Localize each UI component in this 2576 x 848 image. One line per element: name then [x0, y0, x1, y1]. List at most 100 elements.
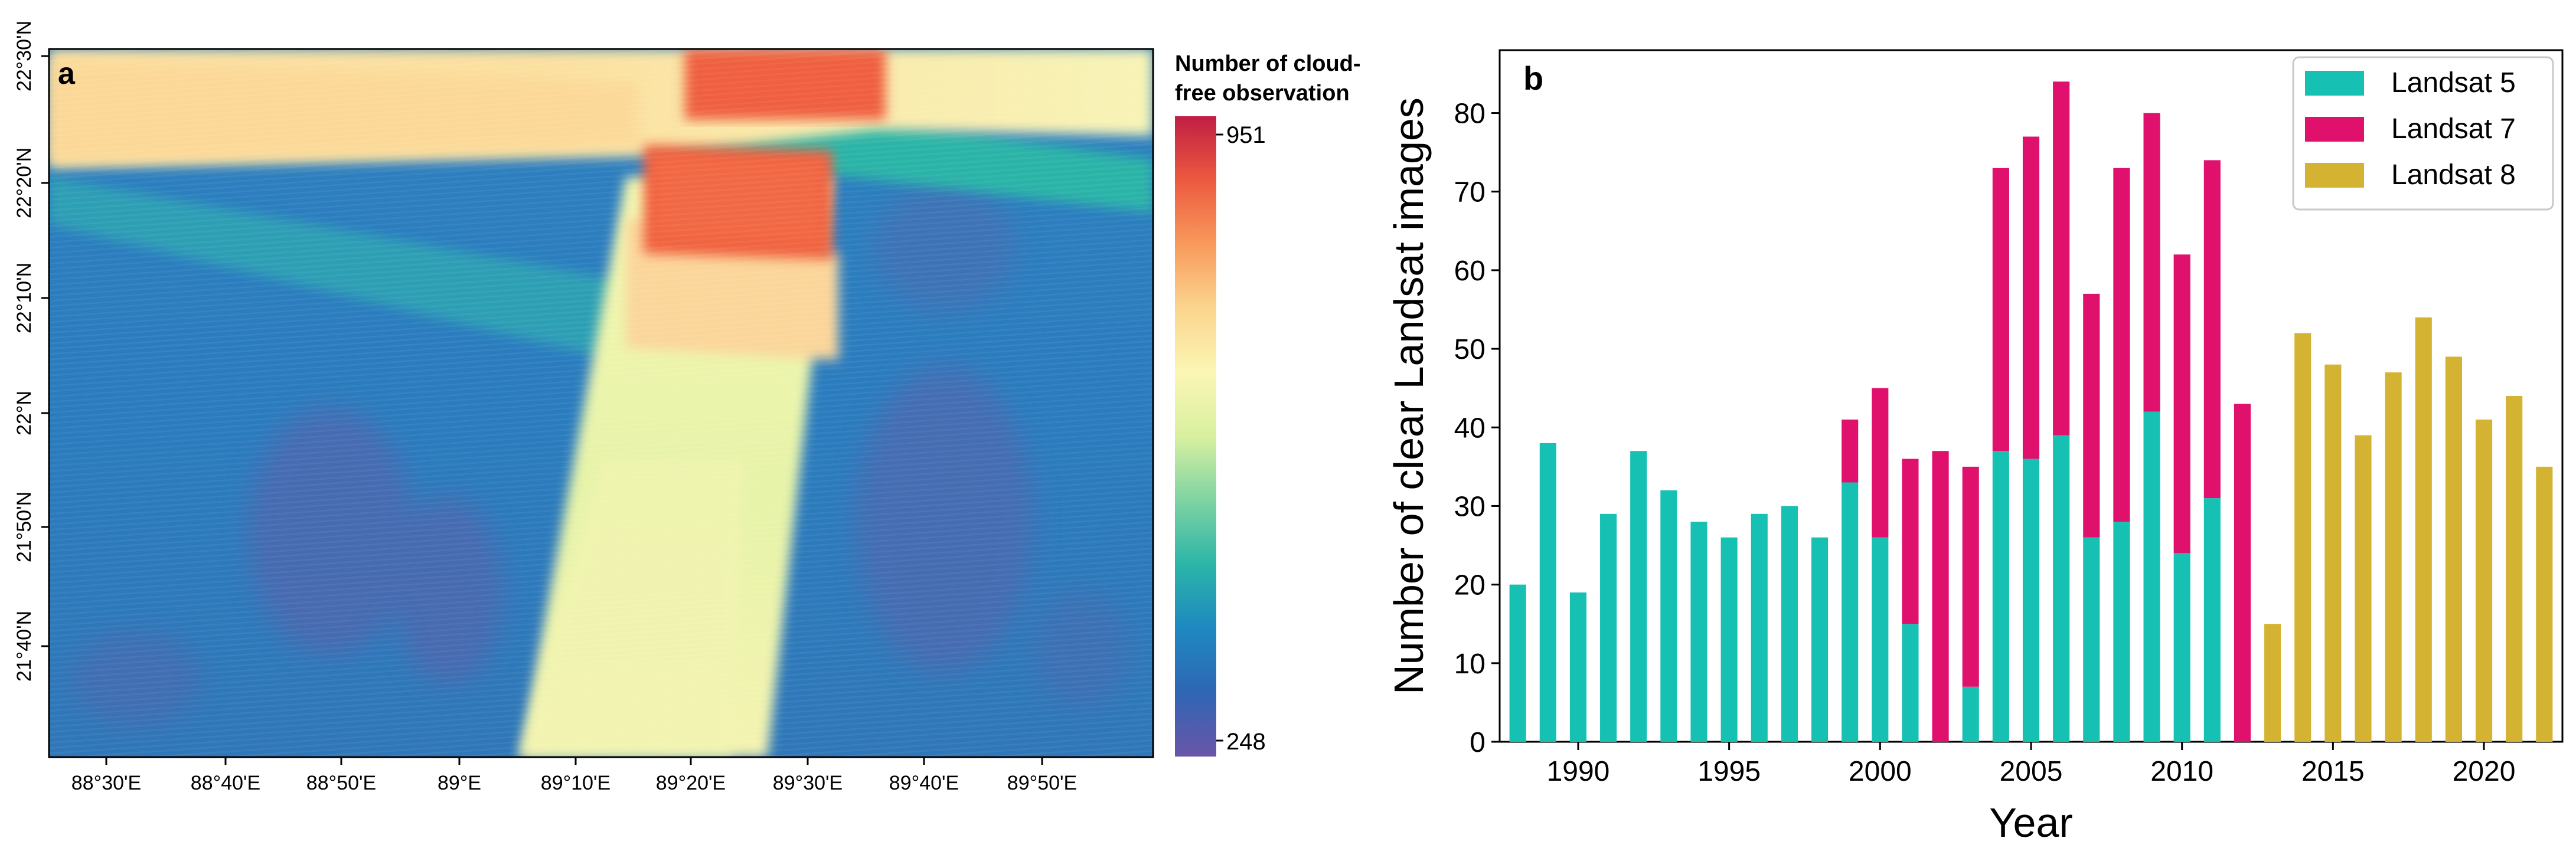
map-frame: [48, 48, 1154, 758]
panel-a-label: a: [58, 57, 76, 91]
lon-tick-label: 89°40'E: [889, 772, 959, 794]
legend-label-landsat-8: Landsat 8: [2391, 159, 2516, 191]
bar-landsat-5-2008: [2113, 522, 2130, 742]
bar-landsat-8-2015: [2324, 364, 2342, 742]
x-tick-label: 1995: [1697, 756, 1761, 787]
y-tick-label: 40: [1454, 412, 1485, 444]
y-tick-label: 0: [1470, 727, 1485, 758]
lon-tick-label: 89°10'E: [541, 772, 610, 794]
bar-landsat-7-2000: [1872, 388, 1889, 538]
y-tick-label: 60: [1454, 256, 1485, 287]
bar-landsat-5-1991: [1600, 513, 1617, 742]
bar-landsat-8-2019: [2445, 356, 2462, 742]
bar-landsat-5-2000: [1872, 537, 1889, 742]
bar-landsat-5-1993: [1660, 490, 1677, 742]
x-tick-label: 2005: [2000, 756, 2063, 787]
bar-landsat-5-1989: [1539, 443, 1556, 742]
bar-landsat-5-1988: [1509, 584, 1526, 742]
legend-swatch-landsat-7: [2305, 117, 2364, 142]
y-tick-label: 20: [1454, 570, 1485, 601]
panel-a-map: a 22°30'N 22°20'N 22°10'N 22°N 21°50'N 21°40'…: [13, 21, 1361, 794]
legend: Landsat 5 Landsat 7 Landsat 8: [2292, 56, 2554, 211]
legend-label-landsat-7: Landsat 7: [2391, 113, 2516, 145]
y-tick-label: 30: [1454, 491, 1485, 522]
bar-landsat-5-1995: [1720, 537, 1738, 742]
y-tick-label: 70: [1454, 177, 1485, 208]
x-axis-title: Year: [1989, 800, 2072, 846]
legend-swatch-landsat-5: [2305, 71, 2364, 96]
panel-b-chart: b 0 10 20 30 40 50 60 70 80 1990 1995 2000 2005 2010…: [1386, 49, 2564, 846]
legend-items: Landsat 5 Landsat 7 Landsat 8: [2305, 67, 2516, 191]
bar-landsat-7-2004: [1992, 168, 2009, 451]
bar-landsat-7-2002: [1932, 451, 1949, 742]
bars-group: [1509, 81, 2553, 742]
colorbar-title-line2: free observation: [1175, 81, 1350, 106]
bar-landsat-8-2017: [2385, 372, 2402, 742]
lon-tick-label: 88°50'E: [306, 772, 376, 794]
colorbar-gradient: [1175, 116, 1216, 757]
bar-landsat-5-2004: [1992, 451, 2009, 742]
colorbar-max-label: 951: [1226, 122, 1266, 148]
lat-tick-label: 22°20'N: [13, 148, 35, 218]
y-tick-label: 50: [1454, 334, 1485, 365]
lon-tick-label: 88°30'E: [71, 772, 141, 794]
bar-landsat-8-2014: [2294, 333, 2311, 742]
bar-landsat-8-2016: [2355, 435, 2372, 742]
y-axis-title: Number of clear Landsat images: [1386, 97, 1432, 695]
map-raster: [49, 49, 1153, 757]
lat-tick-label: 22°N: [13, 391, 35, 436]
bar-landsat-5-2003: [1962, 686, 1979, 742]
lon-tick-label: 88°40'E: [191, 772, 260, 794]
y-tick-label: 10: [1454, 649, 1485, 680]
panel-b-label: b: [1523, 60, 1543, 97]
bar-landsat-5-1990: [1569, 592, 1587, 742]
bar-landsat-7-2010: [2173, 254, 2190, 554]
bar-landsat-5-1992: [1630, 451, 1647, 742]
bar-landsat-7-2003: [1962, 466, 1979, 687]
x-tick-label: 2010: [2150, 756, 2213, 787]
lat-tick-label: 21°50'N: [13, 492, 35, 562]
bar-landsat-7-2001: [1902, 459, 1919, 624]
y-axis: 0 10 20 30 40 50 60 70 80: [1454, 99, 1500, 758]
bar-landsat-7-2011: [2203, 160, 2221, 499]
bar-landsat-8-2013: [2264, 624, 2281, 742]
x-tick-label: 2000: [1849, 756, 1912, 787]
bar-landsat-8-2021: [2506, 396, 2523, 742]
bar-landsat-5-1998: [1811, 537, 1829, 742]
y-tick-label: 80: [1454, 99, 1485, 130]
colorbar-title-line1: Number of cloud-: [1175, 51, 1361, 76]
lat-tick-label: 21°40'N: [13, 611, 35, 682]
colorbar: Number of cloud- free observation 951 24…: [1175, 51, 1361, 757]
bar-landsat-7-2005: [2022, 136, 2040, 459]
bar-landsat-5-1997: [1781, 506, 1798, 742]
bar-landsat-5-2005: [2022, 459, 2040, 742]
lon-tick-label: 89°E: [438, 772, 481, 794]
lon-tick-label: 89°30'E: [773, 772, 843, 794]
x-tick-label: 2020: [2453, 756, 2516, 787]
bar-landsat-5-1999: [1842, 482, 1859, 742]
bar-landsat-5-2007: [2083, 537, 2100, 742]
x-tick-label: 2015: [2301, 756, 2365, 787]
bar-landsat-7-2008: [2113, 168, 2130, 522]
bar-landsat-5-1994: [1690, 522, 1707, 742]
lon-tick-label: 89°20'E: [656, 772, 726, 794]
longitude-axis: 88°30'E 88°40'E 88°50'E 89°E 89°10'E 89°20'E 8…: [71, 757, 1077, 794]
bar-landsat-7-2012: [2234, 404, 2251, 742]
bar-landsat-5-2009: [2143, 411, 2160, 742]
legend-swatch-landsat-8: [2305, 163, 2364, 188]
bar-landsat-7-2007: [2083, 293, 2100, 538]
lon-tick-label: 89°50'E: [1007, 772, 1077, 794]
bar-landsat-7-1999: [1842, 419, 1859, 483]
bar-landsat-5-2001: [1902, 624, 1919, 742]
bar-landsat-7-2009: [2143, 113, 2160, 412]
x-axis: 1990 1995 2000 2005 2010 2015 2020: [1547, 742, 2516, 787]
legend-label-landsat-5: Landsat 5: [2391, 67, 2516, 99]
x-tick-label: 1990: [1547, 756, 1610, 787]
bar-landsat-5-2011: [2203, 498, 2221, 742]
bar-landsat-8-2018: [2415, 317, 2432, 742]
bar-landsat-5-2006: [2053, 435, 2070, 742]
lat-tick-label: 22°10'N: [13, 263, 35, 333]
lat-tick-label: 22°30'N: [13, 21, 35, 91]
colorbar-min-label: 248: [1226, 729, 1266, 755]
